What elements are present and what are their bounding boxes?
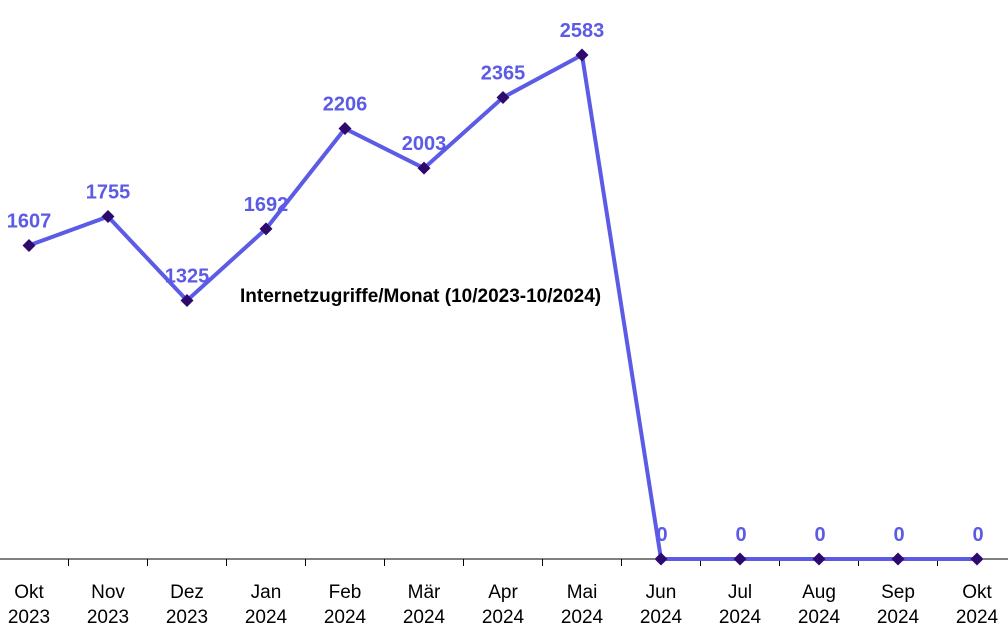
data-point-marker (733, 552, 747, 566)
data-labels: 1607 1755 1325 1692 2206 2003 2365 2583 0 0 0 0 0 (7, 20, 984, 546)
data-point-marker (101, 210, 115, 224)
data-label: 0 (893, 524, 904, 546)
data-point-marker (654, 552, 668, 566)
data-point-marker (812, 552, 826, 566)
x-tick-label: Sep 2024 (877, 582, 920, 628)
data-label: 2206 (323, 94, 368, 116)
data-point-marker (259, 222, 273, 236)
chart-title: Internetzugriffe/Monat (10/2023-10/2024) (240, 286, 601, 307)
data-label: 2003 (402, 133, 447, 155)
x-tick-label: Aug 2024 (798, 582, 841, 628)
data-label: 0 (972, 524, 983, 546)
data-point-marker (970, 552, 984, 566)
data-label: 2583 (560, 20, 605, 42)
data-point-marker (338, 122, 352, 136)
x-tick-label: Dez 2023 (166, 582, 208, 628)
x-tick-label: Mär 2024 (403, 582, 446, 628)
data-label: 1607 (7, 210, 52, 232)
data-label: 0 (656, 524, 667, 546)
series-line (28, 51, 977, 561)
data-point-marker (417, 161, 431, 175)
x-tick-label: Jul 2024 (719, 582, 762, 628)
data-label: 0 (814, 524, 825, 546)
x-tick-label: Okt 2023 (8, 582, 50, 628)
x-tick-label: Apr 2024 (482, 582, 525, 628)
data-label: 1692 (244, 194, 289, 216)
x-tick-label: Okt 2024 (956, 582, 999, 628)
data-label: 1755 (86, 182, 131, 204)
x-tick-label: Mai 2024 (561, 582, 604, 628)
data-markers (22, 48, 984, 566)
data-point-marker (22, 238, 36, 252)
data-point-marker (180, 293, 194, 307)
x-axis-tick-labels: Okt 2023 Nov 2023 Dez 2023 Jan 2024 Feb 2024 Mär 20… (8, 582, 999, 628)
x-tick-label: Jun 2024 (640, 582, 683, 628)
data-label: 0 (735, 524, 746, 546)
x-tick-label: Feb 2024 (324, 582, 367, 628)
data-point-marker (496, 91, 510, 105)
data-label: 1325 (165, 265, 210, 287)
x-tick-label: Nov 2023 (87, 582, 129, 628)
x-tick-label: Jan 2024 (245, 582, 288, 628)
data-point-marker (575, 48, 589, 62)
data-point-marker (891, 552, 905, 566)
data-label: 2365 (481, 63, 526, 85)
